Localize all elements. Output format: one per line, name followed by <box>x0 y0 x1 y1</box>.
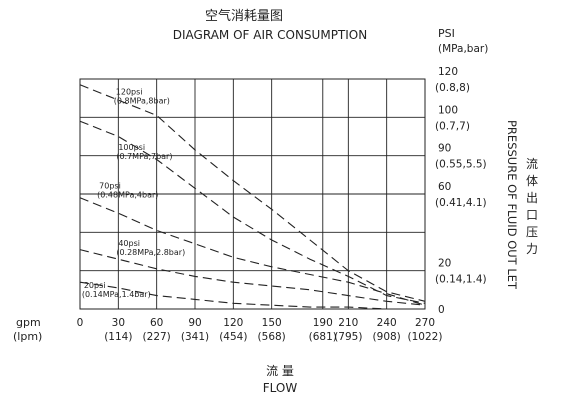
y-tick-label-secondary: (0.41,4.1) <box>435 197 487 209</box>
x-tick-labels: 0 30 (114) 60 (227) 90 (341) 120 (454) 150 (568) 19… <box>77 317 443 343</box>
series-label: 70psi <box>99 181 121 190</box>
y-tick-label-secondary: (0.7,7) <box>435 120 470 132</box>
y-axis-label-right: PRESSURE OF FLUID OUT LET <box>505 120 519 290</box>
x-tick-label-secondary: (908) <box>373 331 401 343</box>
series-sublabel: (0.7MPa,7bar) <box>116 152 172 161</box>
y-axis-label-right-cn-char: 体 <box>526 174 538 188</box>
y-tick-label: 90 <box>438 143 451 155</box>
chart-title: DIAGRAM OF AIR CONSUMPTION <box>173 28 367 42</box>
y-tick-label: 100 <box>438 104 458 116</box>
series-line <box>79 84 426 302</box>
chart-title-cn: 空气消耗量图 <box>205 8 283 24</box>
series-sublabel: (0.8MPa,8bar) <box>114 96 170 105</box>
series-lines <box>79 84 426 310</box>
series-sublabel: (0.14MPa,1.4bar) <box>82 290 151 299</box>
y-tick-label-secondary: (0.8,8) <box>435 82 470 94</box>
x-tick-label-secondary: (681) <box>309 331 337 343</box>
series-line <box>79 120 426 304</box>
x-tick-label-secondary: (568) <box>258 331 286 343</box>
series-label: 20psi <box>84 281 106 290</box>
series-line <box>79 249 426 306</box>
series-line <box>79 281 425 310</box>
x-unit-label: gpm <box>16 316 41 329</box>
x-axis-label-cn: 流 量 <box>266 364 294 378</box>
x-axis-label: FLOW <box>263 381 298 395</box>
x-tick-label-secondary: (114) <box>104 331 132 343</box>
y-tick-label-secondary: (0.55,5.5) <box>435 159 487 171</box>
x-tick-label: 120 <box>223 317 243 329</box>
y-unit-secondary-label: (MPa,bar) <box>438 43 488 55</box>
x-tick-label: 90 <box>188 317 201 329</box>
y-axis-label-right-cn-char: 流 <box>526 157 538 171</box>
x-tick-label: 30 <box>112 317 125 329</box>
x-tick-label: 270 <box>415 317 435 329</box>
series-label: 120psi <box>116 87 143 96</box>
y-tick-label: 0 <box>438 304 445 316</box>
x-tick-label: 190 <box>313 317 333 329</box>
y-axis-label-right-cn-char: 口 <box>526 208 538 222</box>
series-sublabel: (0.48MPa,4bar) <box>97 190 158 199</box>
y-tick-label: 20 <box>438 258 451 270</box>
x-tick-label-secondary: (341) <box>181 331 209 343</box>
x-tick-label: 150 <box>262 317 282 329</box>
y-axis-label-right-cn-char: 压 <box>526 225 538 239</box>
x-tick-label: 210 <box>338 317 358 329</box>
y-tick-label: 60 <box>438 181 451 193</box>
series-labels: 120psi(0.8MPa,8bar) 100psi(0.7MPa,7bar) 70… <box>82 87 185 299</box>
x-tick-label-secondary: (795) <box>334 331 362 343</box>
x-unit-secondary-label: (lpm) <box>13 330 42 343</box>
y-axis-label-right-cn-char: 力 <box>526 242 538 256</box>
y-axis-label-right-cn-char: 出 <box>526 191 538 205</box>
x-tick-label-secondary: (227) <box>143 331 171 343</box>
series-label: 100psi <box>118 143 145 152</box>
x-tick-label: 0 <box>77 317 84 329</box>
y-tick-label-secondary: (0.14,1.4) <box>435 274 487 286</box>
y-tick-label: 120 <box>438 66 458 78</box>
plot-grid <box>79 78 426 310</box>
x-tick-label: 240 <box>377 317 397 329</box>
series-sublabel: (0.28MPa,2.8bar) <box>116 248 185 257</box>
series-label: 40psi <box>118 239 140 248</box>
x-tick-label-secondary: (454) <box>219 331 247 343</box>
x-tick-label: 60 <box>150 317 163 329</box>
x-tick-label-secondary: (1022) <box>408 331 443 343</box>
y-unit-label: PSI <box>438 27 455 40</box>
y-tick-labels: 0 20 (0.14,1.4) 60 (0.41,4.1) 90 (0.55,5.5) 100… <box>435 66 487 316</box>
series-line <box>79 197 426 306</box>
